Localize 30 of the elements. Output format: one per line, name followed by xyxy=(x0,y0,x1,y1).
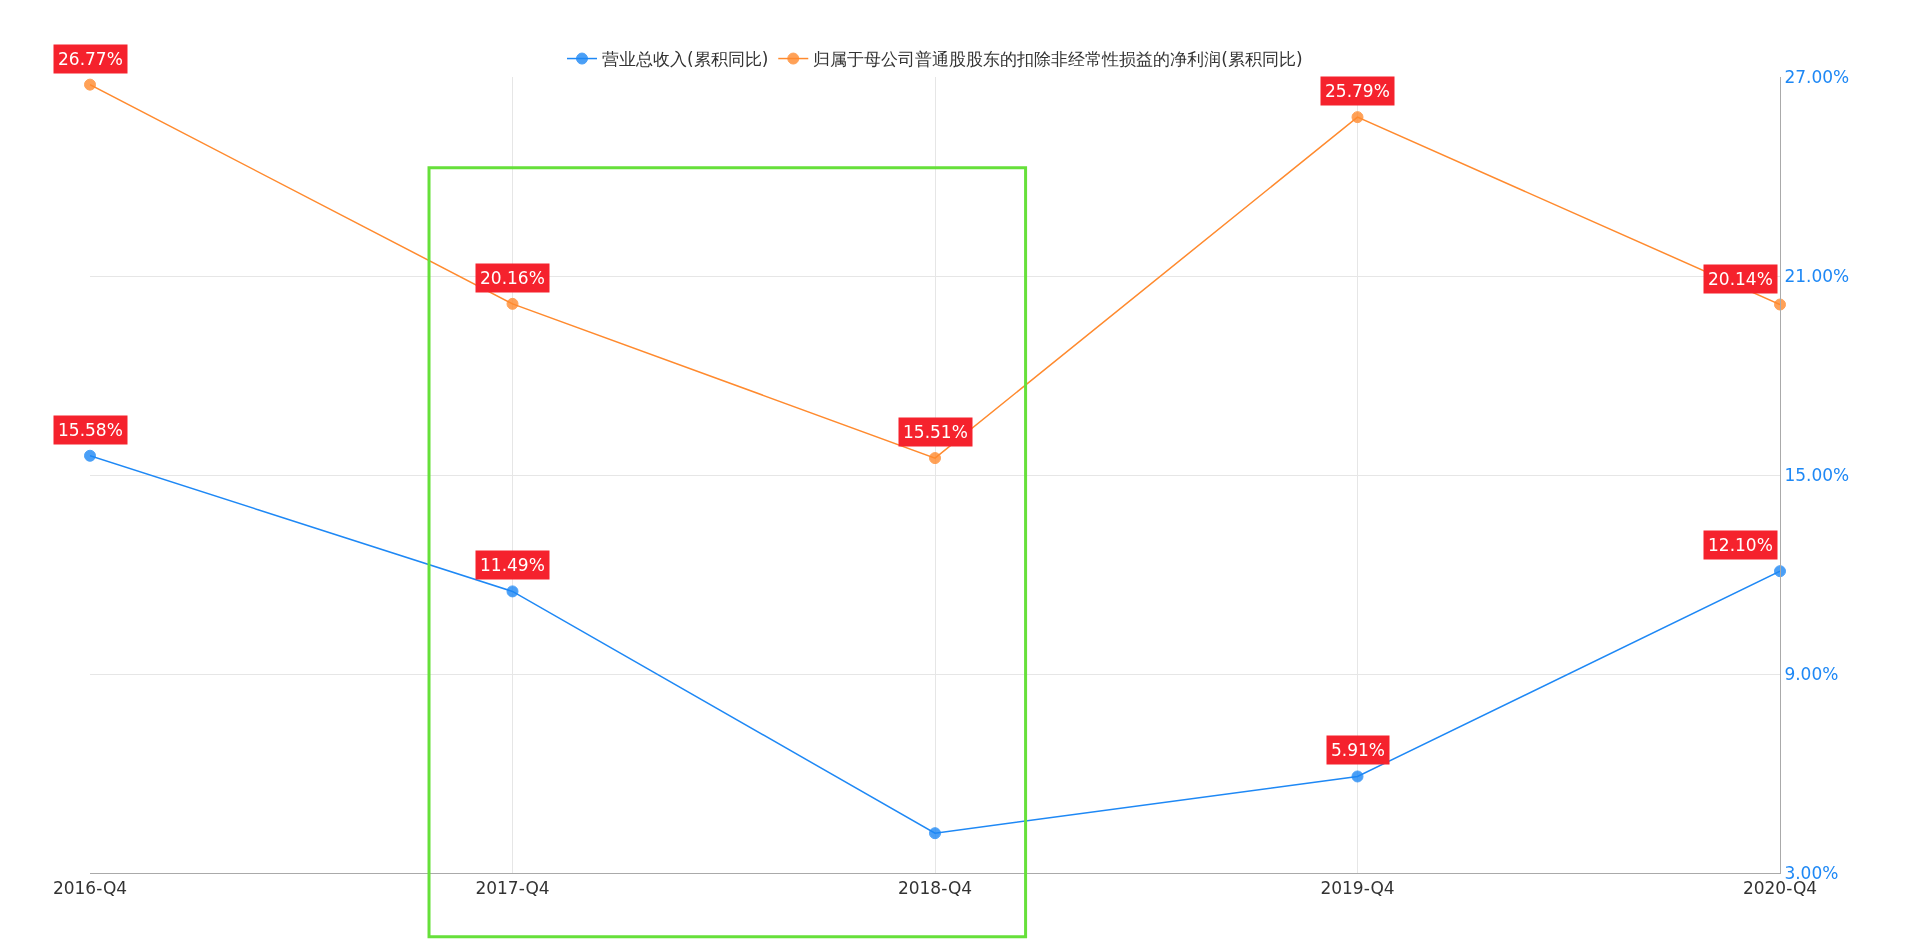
point xyxy=(506,297,519,310)
y-tick-label: 15.00% xyxy=(1784,464,1850,485)
x-tick-label: 2019-Q4 xyxy=(1320,878,1395,899)
data-label: 5.91% xyxy=(1331,740,1386,760)
point xyxy=(929,827,941,840)
data-label: 11.49% xyxy=(480,555,545,575)
legend-label: 营业总收入(累积同比) xyxy=(602,49,769,70)
point xyxy=(84,449,96,462)
data-label: 15.51% xyxy=(903,422,968,442)
point xyxy=(1774,298,1786,311)
y-tick-label: 9.00% xyxy=(1784,663,1839,684)
x-tick-label: 2020-Q4 xyxy=(1742,878,1818,899)
point xyxy=(929,452,941,465)
x-tick-label: 2017-Q4 xyxy=(475,878,550,899)
x-tick-label: 2016-Q4 xyxy=(52,878,128,899)
data-label: 20.14% xyxy=(1708,269,1773,289)
data-label: 26.77% xyxy=(58,49,123,69)
point xyxy=(1351,111,1364,124)
point xyxy=(1774,565,1786,578)
y-tick-label: 27.00% xyxy=(1784,66,1850,87)
point xyxy=(1351,770,1364,783)
x-tick-label: 2018-Q4 xyxy=(897,878,973,899)
legend-label: 归属于母公司普通股股东的扣除非经常性损益的净利润(累积同比) xyxy=(813,49,1303,70)
data-label: 15.58% xyxy=(58,420,123,440)
data-label: 25.79% xyxy=(1325,81,1390,101)
point xyxy=(506,585,519,598)
data-label: 12.10% xyxy=(1708,535,1773,555)
data-label: 20.16% xyxy=(480,268,545,288)
point xyxy=(84,78,96,91)
y-tick-label: 21.00% xyxy=(1784,265,1850,286)
